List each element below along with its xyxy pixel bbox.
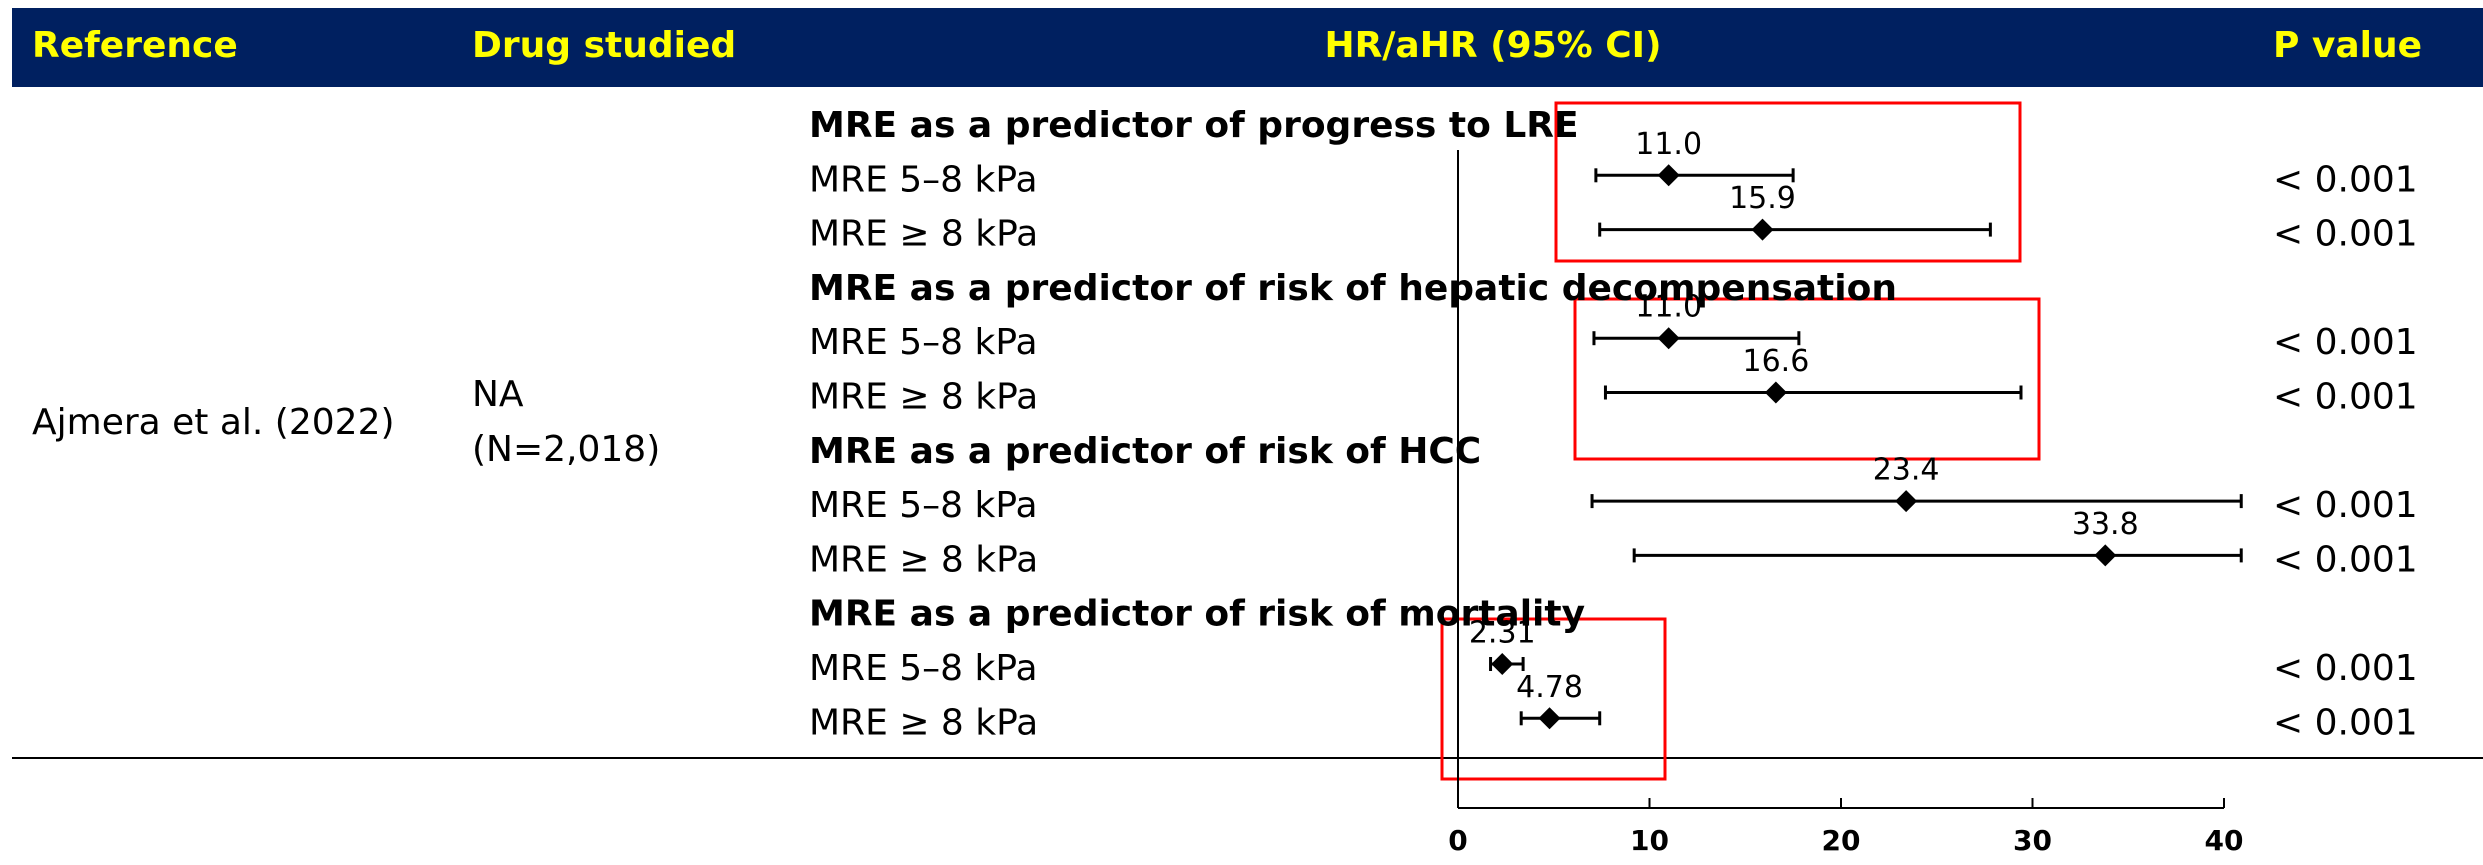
value-label: 33.8: [2072, 507, 2139, 542]
value-label: 2.31: [1469, 616, 1536, 651]
value-label: 11.0: [1635, 127, 1702, 162]
row-label: MRE 5–8 kPa: [809, 322, 1038, 363]
drug: (N=2,018): [472, 429, 660, 470]
x-tick-label: 40: [2205, 824, 2244, 857]
value-label: 15.9: [1729, 181, 1796, 216]
p-value: < 0.001: [2273, 214, 2418, 255]
row-label: MRE ≥ 8 kPa: [809, 539, 1038, 580]
col-header: Drug studied: [472, 25, 736, 66]
p-value: < 0.001: [2273, 539, 2418, 580]
value-label: 4.78: [1516, 670, 1583, 705]
header-bar: [12, 8, 2483, 87]
row-label: MRE 5–8 kPa: [809, 485, 1038, 526]
point-estimate: [1657, 164, 1680, 187]
row-label: MRE ≥ 8 kPa: [809, 702, 1038, 743]
drug: NA: [472, 374, 524, 415]
point-estimate: [1895, 490, 1918, 513]
group-title: MRE as a predictor of risk of mortality: [809, 594, 1585, 635]
p-value: < 0.001: [2273, 159, 2418, 200]
x-tick-label: 10: [1630, 824, 1669, 857]
group-title: MRE as a predictor of risk of HCC: [809, 431, 1481, 472]
row-label: MRE ≥ 8 kPa: [809, 377, 1038, 418]
highlight-box: [1573, 297, 2041, 461]
col-header: HR/aHR (95% CI): [1324, 25, 1661, 66]
row-label: MRE 5–8 kPa: [809, 648, 1038, 689]
x-tick-label: 0: [1448, 824, 1467, 857]
point-estimate: [1491, 653, 1514, 675]
highlight-box: [1554, 101, 2022, 263]
p-value: < 0.001: [2273, 702, 2418, 743]
p-value: < 0.001: [2273, 322, 2418, 363]
value-label: 16.6: [1742, 344, 1809, 379]
x-tick-label: 30: [2013, 824, 2052, 857]
p-value: < 0.001: [2273, 377, 2418, 418]
point-estimate: [1538, 707, 1561, 730]
group-title: MRE as a predictor of risk of hepatic de…: [809, 268, 1897, 309]
highlight-box: [1440, 617, 1667, 781]
point-estimate: [1751, 218, 1774, 241]
point-estimate: [1657, 327, 1680, 350]
row-label: MRE ≥ 8 kPa: [809, 214, 1038, 255]
value-label: 11.0: [1635, 290, 1702, 325]
point-estimate: [1764, 381, 1787, 404]
col-header: P value: [2273, 25, 2422, 66]
x-tick-label: 20: [1822, 824, 1861, 857]
p-value: < 0.001: [2273, 648, 2418, 689]
reference: Ajmera et al. (2022): [32, 402, 395, 443]
p-value: < 0.001: [2273, 485, 2418, 526]
row-label: MRE 5–8 kPa: [809, 159, 1038, 200]
col-header: Reference: [32, 25, 238, 66]
point-estimate: [2094, 544, 2117, 567]
group-title: MRE as a predictor of progress to LRE: [809, 105, 1579, 146]
value-label: 23.4: [1873, 453, 1940, 488]
